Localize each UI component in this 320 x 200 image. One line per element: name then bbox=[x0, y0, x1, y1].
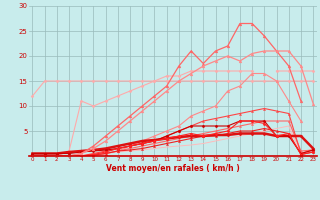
X-axis label: Vent moyen/en rafales ( km/h ): Vent moyen/en rafales ( km/h ) bbox=[106, 164, 240, 173]
